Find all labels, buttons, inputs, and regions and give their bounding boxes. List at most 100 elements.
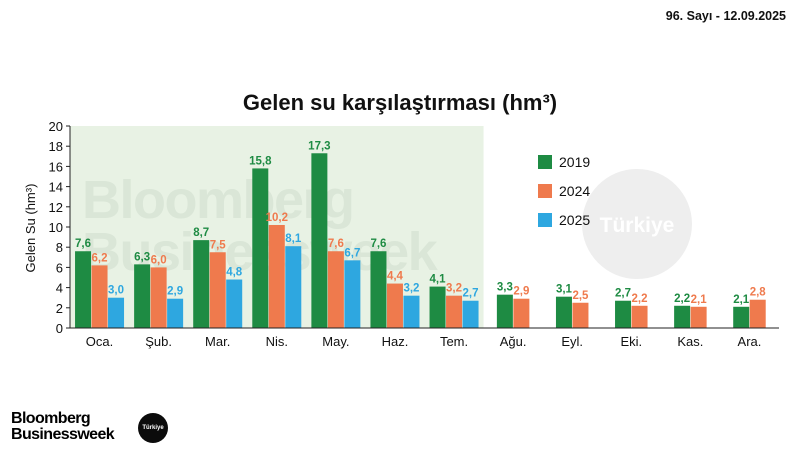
data-label-2025: 3,2 xyxy=(403,283,419,295)
bar-2019 xyxy=(311,153,328,328)
data-label-2024: 7,6 xyxy=(328,238,344,250)
legend: 2019 2024 2025 xyxy=(538,154,590,228)
bar-2019 xyxy=(75,251,92,328)
data-label-2019: 2,7 xyxy=(615,288,631,300)
bar-2025 xyxy=(108,297,125,328)
bar-2019 xyxy=(429,286,446,328)
data-label-2024: 2,2 xyxy=(632,293,648,305)
bar-2024 xyxy=(513,298,530,328)
y-tick-label: 16 xyxy=(49,159,63,174)
data-label-2019: 7,6 xyxy=(75,238,91,250)
bar-2024 xyxy=(749,299,766,328)
chart-title: Gelen su karşılaştırması (hm³) xyxy=(242,90,558,115)
bar-2019 xyxy=(615,300,632,328)
bar-2019 xyxy=(134,264,151,328)
bar-2024 xyxy=(446,295,463,328)
data-label-2025: 6,7 xyxy=(344,247,360,259)
bar-2024 xyxy=(386,283,403,328)
data-label-2024: 4,4 xyxy=(387,271,404,283)
x-tick-label: Nis. xyxy=(266,334,288,349)
bar-2019 xyxy=(674,305,691,328)
watermark-badge-circle xyxy=(582,169,692,279)
y-tick-label: 18 xyxy=(49,139,63,154)
logo-line-2: Businessweek xyxy=(11,426,115,443)
watermark-bloomberg: Bloomberg xyxy=(82,170,354,230)
data-label-2024: 10,2 xyxy=(266,212,288,224)
data-label-2019: 2,2 xyxy=(674,293,690,305)
x-tick-label: Oca. xyxy=(86,334,113,349)
data-label-2019: 4,1 xyxy=(430,274,447,286)
bar-2025 xyxy=(462,300,479,328)
bar-2024 xyxy=(690,306,707,328)
x-tick-label: Ara. xyxy=(738,334,762,349)
data-label-2025: 3,0 xyxy=(108,285,124,297)
bar-2025 xyxy=(167,298,184,328)
x-tick-label: Haz. xyxy=(382,334,409,349)
legend-swatch-2019 xyxy=(538,155,552,169)
y-tick-label: 12 xyxy=(49,200,63,215)
y-axis-label: Gelen Su (hm³) xyxy=(23,184,38,273)
bloomberg-businessweek-logo: Bloomberg Businessweek xyxy=(11,410,115,443)
bar-2024 xyxy=(209,252,226,328)
data-label-2025: 4,8 xyxy=(226,267,243,279)
bar-2024 xyxy=(631,305,648,328)
bars: 7,66,23,06,3 6,02,98,77,54,815,810,28,117… xyxy=(75,140,766,328)
bar-2024 xyxy=(91,265,108,328)
data-label-2019: 3,1 xyxy=(556,284,573,296)
data-label-2019: 6,3 xyxy=(134,251,150,263)
x-tick-label: Ağu. xyxy=(500,334,527,349)
y-tick-label: 14 xyxy=(49,180,63,195)
data-label-2025: 2,7 xyxy=(463,288,479,300)
y-tick-label: 8 xyxy=(56,240,63,255)
y-tick-label: 4 xyxy=(56,281,63,296)
data-label-2024: 3,2 xyxy=(446,283,462,295)
data-label-2024: 2,1 xyxy=(691,294,708,306)
bar-2024 xyxy=(572,302,589,328)
logo-badge: Türkiye xyxy=(138,413,168,443)
x-tick-label: May. xyxy=(322,334,349,349)
bar-2019 xyxy=(370,251,387,328)
x-tick-label: Tem. xyxy=(440,334,468,349)
y-tick-label: 0 xyxy=(56,321,63,336)
data-label-2019: 17,3 xyxy=(308,140,330,152)
bar-2025 xyxy=(403,295,420,328)
issue-date: 96. Sayı - 12.09.2025 xyxy=(665,9,786,23)
y-tick-label: 10 xyxy=(49,220,63,235)
bar-2024 xyxy=(150,267,167,328)
bar-2019 xyxy=(193,240,210,328)
bar-2019 xyxy=(555,296,572,328)
bar-2025 xyxy=(285,246,302,328)
data-label-2025: 2,9 xyxy=(167,286,183,298)
bar-2025 xyxy=(344,260,361,328)
data-label-2024: 6,0 xyxy=(151,254,167,266)
bar-2024 xyxy=(327,251,344,328)
bar-2019 xyxy=(252,168,269,328)
y-axis: 0 2 4 6 8 10 12 14 16 18 20 xyxy=(49,119,71,336)
data-label-2019: 8,7 xyxy=(193,227,209,239)
x-tick-label: Şub. xyxy=(145,334,172,349)
data-label-2019: 15,8 xyxy=(249,155,272,167)
data-label-2019: 2,1 xyxy=(733,294,750,306)
y-tick-label: 2 xyxy=(56,301,63,316)
logo-line-1: Bloomberg xyxy=(11,410,91,427)
bar-2025 xyxy=(226,279,243,328)
x-tick-label: Kas. xyxy=(677,334,703,349)
legend-swatch-2024 xyxy=(538,184,552,198)
data-label-2025: 8,1 xyxy=(285,233,302,245)
bar-2024 xyxy=(268,224,285,328)
x-tick-label: Eyl. xyxy=(561,334,583,349)
data-label-2024: 2,5 xyxy=(572,290,589,302)
x-tick-label: Eki. xyxy=(620,334,642,349)
data-label-2019: 3,3 xyxy=(497,282,513,294)
data-label-2024: 2,8 xyxy=(750,287,767,299)
watermark-badge-text: Türkiye xyxy=(600,214,675,237)
data-label-2024: 2,9 xyxy=(513,286,529,298)
y-tick-label: 20 xyxy=(49,119,63,134)
bar-2019 xyxy=(733,306,750,328)
legend-label-2024: 2024 xyxy=(559,183,590,199)
x-axis: Oca. Şub. Mar. Nis. May. Haz. Tem. Ağu. Eyl. Eki.… xyxy=(70,327,779,349)
data-label-2019: 7,6 xyxy=(370,238,386,250)
data-label-2024: 7,5 xyxy=(210,239,227,251)
bar-2019 xyxy=(496,294,513,328)
